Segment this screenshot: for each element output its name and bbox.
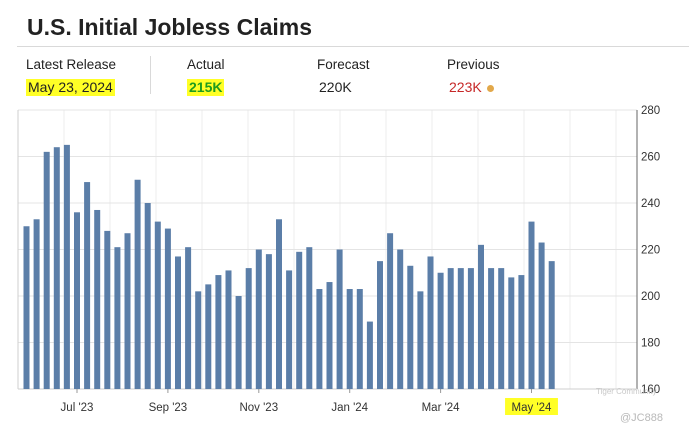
bar bbox=[74, 212, 80, 389]
bar bbox=[144, 203, 151, 389]
bar bbox=[538, 242, 545, 389]
watermark-handle: @JC888 bbox=[620, 412, 663, 424]
watermark-community: Tiger Community bbox=[596, 387, 657, 396]
actual-value: 215K bbox=[187, 79, 225, 96]
previous-label: Previous bbox=[447, 57, 500, 72]
header-divider bbox=[17, 46, 689, 47]
page-title: U.S. Initial Jobless Claims bbox=[27, 14, 313, 40]
bar bbox=[346, 289, 353, 389]
previous-value-text: 223K bbox=[449, 79, 482, 95]
bar bbox=[336, 249, 343, 389]
bar bbox=[215, 275, 222, 389]
actual-stat: Actual 215K bbox=[187, 57, 225, 96]
bar bbox=[387, 233, 394, 389]
bar bbox=[467, 268, 474, 389]
bar bbox=[447, 268, 454, 389]
x-tick-highlight bbox=[505, 398, 558, 415]
bar bbox=[548, 261, 555, 389]
bar bbox=[316, 289, 323, 389]
bar bbox=[518, 275, 525, 389]
x-tick-label: Mar '24 bbox=[422, 402, 461, 414]
bar bbox=[397, 249, 404, 389]
x-tick-label: Sep '23 bbox=[149, 402, 188, 414]
bar bbox=[195, 291, 202, 389]
latest-release-label: Latest Release bbox=[26, 57, 117, 72]
bar bbox=[84, 182, 91, 389]
bar bbox=[407, 265, 414, 389]
y-tick-label: 200 bbox=[641, 291, 660, 303]
bar bbox=[276, 219, 282, 389]
bar bbox=[508, 277, 515, 389]
bar bbox=[154, 221, 161, 389]
bar bbox=[33, 219, 40, 389]
x-tick-label: Jul '23 bbox=[61, 402, 94, 414]
bar bbox=[185, 247, 192, 389]
previous-revision-dot-icon bbox=[486, 84, 494, 92]
x-tick-label: May '24 bbox=[512, 402, 553, 414]
bar bbox=[104, 230, 111, 389]
bar bbox=[306, 247, 313, 389]
bar bbox=[245, 268, 252, 389]
bar bbox=[377, 261, 383, 389]
bar bbox=[498, 268, 505, 389]
bar bbox=[175, 256, 181, 389]
y-tick-label: 160 bbox=[641, 384, 660, 396]
y-tick-label: 280 bbox=[641, 105, 660, 117]
latest-release-stat: Latest Release May 23, 2024 bbox=[26, 57, 116, 96]
latest-release-value: May 23, 2024 bbox=[26, 79, 115, 96]
bar bbox=[528, 221, 535, 389]
bar bbox=[53, 147, 60, 389]
bar bbox=[366, 321, 373, 389]
forecast-stat: Forecast 220K bbox=[317, 57, 370, 96]
bar bbox=[296, 251, 303, 389]
bar bbox=[94, 209, 101, 389]
bar bbox=[427, 256, 434, 389]
x-tick-label: Nov '23 bbox=[239, 402, 278, 414]
bar bbox=[457, 268, 464, 389]
bar bbox=[63, 144, 70, 389]
bar bbox=[164, 228, 171, 389]
bar bbox=[225, 270, 232, 389]
bar bbox=[235, 296, 242, 389]
bar bbox=[437, 272, 444, 389]
bar bbox=[356, 289, 363, 389]
bar bbox=[265, 254, 272, 389]
bar bbox=[124, 233, 131, 389]
previous-value: 223K bbox=[447, 79, 496, 96]
actual-label: Actual bbox=[187, 57, 225, 72]
stats-divider bbox=[150, 56, 151, 94]
forecast-label: Forecast bbox=[317, 57, 370, 72]
bar bbox=[488, 268, 495, 389]
forecast-value: 220K bbox=[319, 79, 352, 95]
bar bbox=[205, 284, 212, 389]
bar bbox=[478, 244, 484, 389]
y-tick-label: 240 bbox=[641, 198, 660, 210]
previous-stat: Previous 223K bbox=[447, 57, 500, 96]
bar bbox=[286, 270, 293, 389]
x-tick-label: Jan '24 bbox=[331, 402, 368, 414]
y-tick-label: 180 bbox=[641, 338, 660, 350]
y-tick-label: 220 bbox=[641, 245, 660, 257]
bar bbox=[134, 179, 141, 389]
bar bbox=[255, 249, 262, 389]
y-tick-label: 260 bbox=[641, 152, 660, 164]
bar bbox=[43, 151, 50, 389]
bar bbox=[114, 247, 121, 389]
bar bbox=[417, 291, 424, 389]
bar bbox=[326, 282, 333, 389]
bar bbox=[23, 226, 30, 389]
